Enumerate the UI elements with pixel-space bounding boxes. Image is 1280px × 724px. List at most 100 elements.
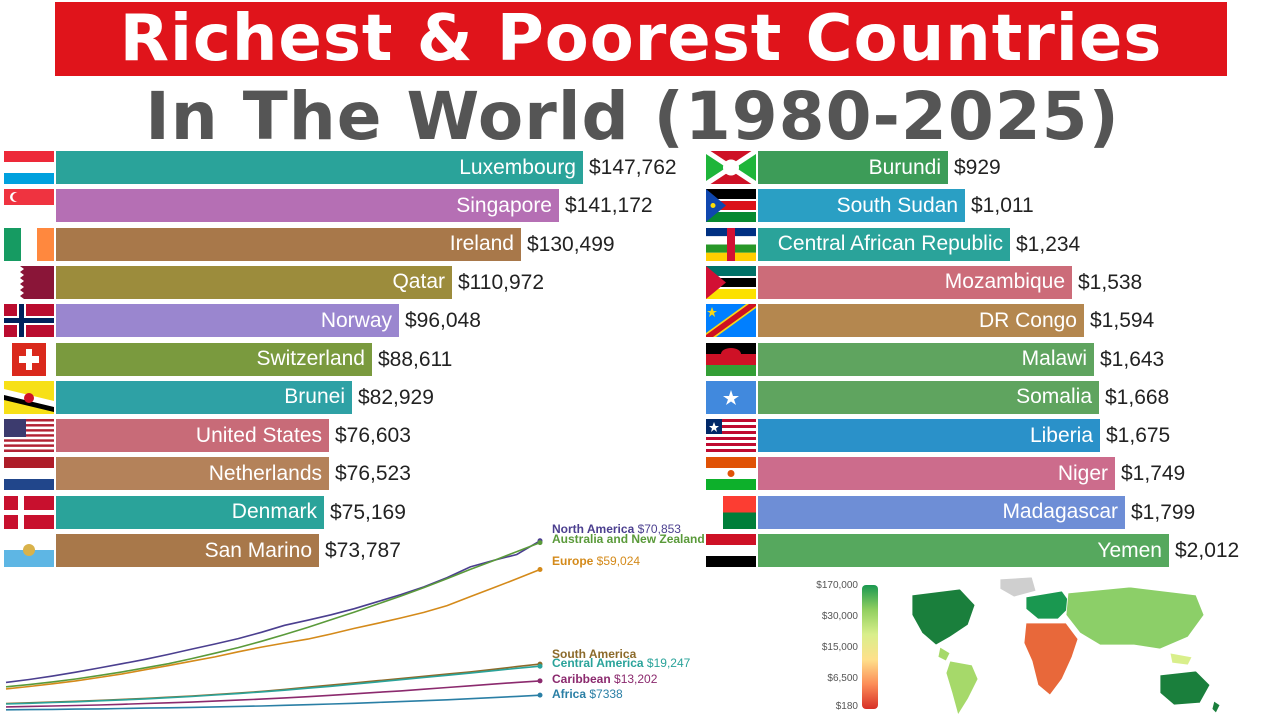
- poorest-bar: Liberia: [758, 419, 1100, 453]
- poorest-bar-value: $1,594: [1090, 309, 1155, 333]
- richest-bar: Ireland: [56, 227, 521, 261]
- map-legend-tick: $180: [836, 701, 859, 712]
- map-region-greenland: [999, 576, 1037, 598]
- poorest-bar-value: $1,668: [1105, 385, 1170, 409]
- poorest-bar-label: South Sudan: [836, 193, 958, 217]
- map-region-africa: [1023, 622, 1079, 696]
- series-line: [5, 541, 541, 688]
- map-legend-tick: $6,500: [827, 673, 858, 684]
- map-region-new-zealand: [1211, 700, 1221, 714]
- poorest-bar-label: Malawi: [1021, 347, 1087, 370]
- richest-bar-label: United States: [195, 423, 322, 447]
- series-end-point: [537, 663, 543, 669]
- series-label: Australia and New Zealand: [552, 532, 705, 546]
- richest-bar: Luxembourg: [56, 151, 583, 184]
- richest-bar-value: $141,172: [565, 194, 653, 218]
- series-end-point: [537, 678, 543, 684]
- richest-bar-label: Switzerland: [256, 347, 365, 370]
- richest-bar: San Marino: [56, 534, 319, 567]
- denmark-flag-icon: [4, 495, 54, 529]
- burundi-flag-icon: [704, 148, 758, 187]
- richest-bar-label: Norway: [320, 308, 392, 332]
- poorest-bar-label: Central African Republic: [777, 232, 1003, 256]
- richest-bar-value: $73,787: [325, 539, 401, 562]
- poorest-bar: Niger: [758, 457, 1115, 491]
- series-line: [5, 694, 541, 711]
- richest-bar: Netherlands: [56, 457, 329, 491]
- series-end-point: [537, 567, 543, 573]
- richest-bar-label: Luxembourg: [459, 155, 576, 179]
- map-region-australia: [1159, 670, 1211, 706]
- poorest-bar-value: $929: [954, 156, 1001, 179]
- mozambique-flag-icon: [706, 265, 756, 299]
- richest-bar-label: Ireland: [449, 232, 514, 256]
- series-end-point: [537, 540, 543, 546]
- richest-bar-label: Qatar: [392, 270, 445, 294]
- map-region-south-america: [945, 660, 979, 716]
- poorest-bar-value: $1,234: [1016, 232, 1081, 256]
- poorest-bar: Yemen: [758, 534, 1169, 567]
- niger-flag-icon: [706, 457, 756, 491]
- norway-flag-icon: [4, 304, 54, 338]
- title-banner: Richest & Poorest Countries: [55, 2, 1227, 76]
- richest-bar: Norway: [56, 304, 399, 338]
- singapore-flag-icon: [4, 189, 54, 223]
- richest-bar-value: $110,972: [458, 270, 545, 294]
- poorest-bar: DR Congo: [758, 304, 1084, 338]
- series-line: [5, 680, 541, 708]
- page-subtitle: In The World (1980-2025): [145, 78, 1120, 155]
- richest-bar: Switzerland: [56, 342, 372, 376]
- poorest-bar-value: $1,675: [1106, 424, 1171, 448]
- united-states-flag-icon: [4, 419, 54, 453]
- map-region-asia: [1065, 586, 1205, 650]
- map-region-europe: [1025, 590, 1073, 620]
- luxembourg-flag-icon: [4, 151, 54, 184]
- richest-bar-label: Netherlands: [208, 461, 322, 485]
- map-legend-tick: $30,000: [822, 611, 859, 622]
- qatar-flag-icon: [4, 265, 54, 299]
- madagascar-flag-icon: [706, 495, 756, 529]
- yemen-flag-icon: [706, 534, 756, 567]
- poorest-bar-label: DR Congo: [978, 308, 1077, 332]
- series-label: South America: [552, 647, 637, 661]
- series-label: Africa $7338: [552, 687, 623, 701]
- poorest-bar-value: $1,011: [971, 194, 1034, 218]
- poorest-bar: Somalia: [758, 380, 1099, 414]
- map-region-southeast-asia: [1169, 652, 1193, 666]
- richest-bar: Qatar: [56, 265, 452, 299]
- malawi-flag-icon: [706, 342, 756, 376]
- map-legend-tick: $15,000: [822, 642, 859, 653]
- richest-bar: Brunei: [56, 380, 352, 414]
- poorest-bar: Central African Republic: [758, 227, 1010, 261]
- series-label: Central America $19,247: [552, 656, 691, 670]
- dr-congo-flag-icon: [706, 304, 756, 338]
- poorest-bar-label: Madagascar: [1002, 500, 1118, 524]
- map-region-north-america: [911, 588, 976, 646]
- series-label: Europe $59,024: [552, 554, 640, 568]
- poorest-bar: Burundi: [758, 151, 948, 184]
- richest-bar-value: $76,523: [335, 462, 411, 486]
- switzerland-flag-icon: [4, 342, 54, 376]
- series-label: North America $70,853: [552, 522, 681, 536]
- richest-bar-value: $75,169: [330, 500, 406, 524]
- poorest-bar-label: Yemen: [1097, 538, 1162, 562]
- series-label: Caribbean $13,202: [552, 672, 658, 686]
- richest-bar-value: $96,048: [405, 309, 481, 333]
- richest-bar: United States: [56, 419, 329, 453]
- poorest-bar-value: $1,749: [1121, 462, 1186, 486]
- central-african-republic-flag-icon: [706, 227, 756, 261]
- map-region-central-america: [937, 646, 951, 662]
- series-line: [5, 665, 541, 705]
- richest-bar-value: $147,762: [589, 156, 677, 179]
- series-line: [5, 540, 541, 684]
- poorest-bar-label: Niger: [1057, 461, 1108, 485]
- poorest-bar: Mozambique: [758, 265, 1072, 299]
- map-legend-tick: $170,000: [816, 580, 858, 591]
- poorest-bar-value: $1,538: [1078, 270, 1143, 294]
- series-line: [5, 568, 541, 690]
- world-map-panel: $170,000 $30,000 $15,000 $6,500 $180: [800, 575, 1240, 720]
- map-legend-scale: [862, 585, 878, 709]
- poorest-bar: Malawi: [758, 342, 1094, 376]
- south-sudan-flag-icon: [706, 189, 756, 223]
